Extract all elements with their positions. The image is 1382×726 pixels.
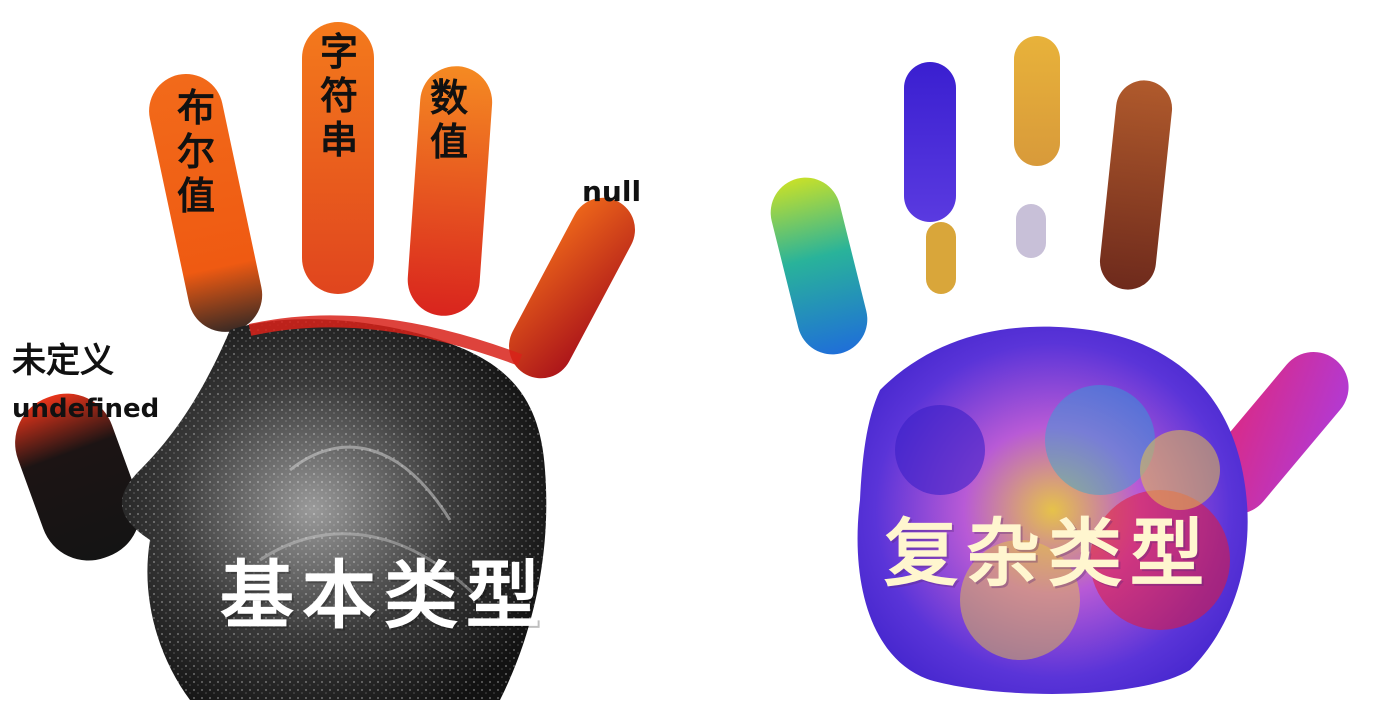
label-null: null	[582, 175, 642, 208]
label-undefined-cn: 未定义	[12, 341, 114, 381]
finger-number-shape	[407, 66, 493, 316]
basic-types-title: 基本类型	[220, 553, 548, 639]
right-index-tip	[926, 222, 956, 294]
right-middle-shape	[1014, 36, 1060, 166]
finger-string-shape	[302, 22, 374, 294]
label-string: 字符串	[319, 30, 358, 162]
right-hand	[770, 36, 1349, 694]
label-undefined-en: undefined	[12, 394, 160, 424]
complex-types-title: 复杂类型	[884, 511, 1212, 597]
label-number: 数值	[429, 76, 468, 164]
label-boolean: 布尔值	[176, 86, 215, 218]
right-index-shape	[904, 62, 956, 222]
right-middle-tip	[1016, 204, 1046, 258]
right-ring-shape	[1099, 80, 1173, 290]
finger-null-shape	[509, 197, 635, 379]
left-hand	[15, 22, 635, 700]
thumb-undefined-shape	[15, 393, 141, 561]
finger-boolean-shape	[149, 73, 263, 332]
right-thumb-shape	[770, 177, 868, 355]
